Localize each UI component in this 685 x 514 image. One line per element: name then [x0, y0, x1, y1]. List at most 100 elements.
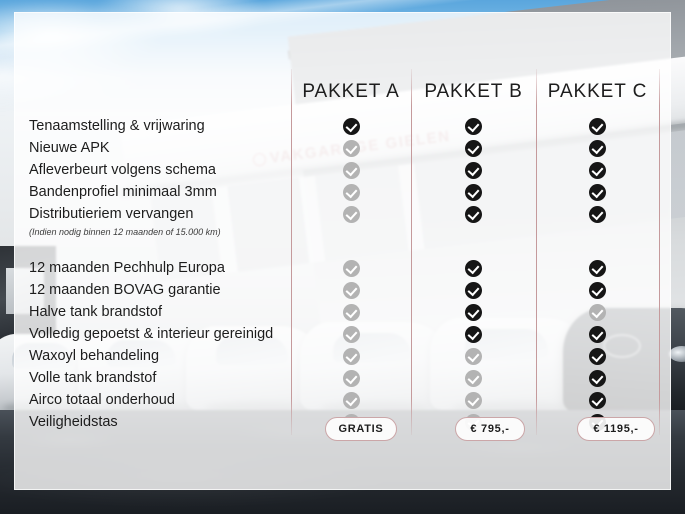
check-cell [411, 115, 536, 137]
check-cell [411, 241, 536, 257]
check-cell [411, 345, 536, 367]
price-row: GRATIS € 795,- € 1195,- [15, 417, 672, 447]
price-button-pakket-a[interactable]: GRATIS [325, 417, 397, 441]
check-cell [536, 323, 659, 345]
check-included-icon [589, 205, 606, 223]
check-cell [536, 137, 659, 159]
check-cell [536, 279, 659, 301]
check-cell [291, 257, 411, 279]
column-divider [659, 69, 660, 435]
check-excluded-icon [465, 391, 482, 409]
check-cell [291, 181, 411, 203]
check-cell [291, 241, 411, 257]
check-excluded-icon [342, 347, 360, 365]
check-excluded-icon [342, 259, 360, 277]
check-cell [536, 367, 659, 389]
check-excluded-icon [465, 347, 482, 365]
price-button-pakket-b[interactable]: € 795,- [455, 417, 525, 441]
feature-label: Veiligheidstas [29, 414, 118, 430]
column-header-row: PAKKET A PAKKET B PAKKET C [15, 81, 672, 111]
price-button-pakket-c[interactable]: € 1195,- [577, 417, 655, 441]
check-included-icon [342, 117, 360, 135]
check-cell [411, 181, 536, 203]
check-included-icon [589, 259, 606, 277]
check-included-icon [465, 139, 482, 157]
check-cell [411, 323, 536, 345]
feature-label: Afleverbeurt volgens schema [29, 162, 216, 178]
check-excluded-icon [342, 281, 360, 299]
check-cell [411, 137, 536, 159]
check-included-icon [465, 161, 482, 179]
column-header-pakket-a: PAKKET A [302, 81, 400, 102]
check-cell [411, 279, 536, 301]
check-cell [536, 181, 659, 203]
check-included-icon [465, 303, 482, 321]
check-excluded-icon [342, 325, 360, 343]
check-cell [536, 225, 659, 241]
check-included-icon [589, 139, 606, 157]
feature-label: Airco totaal onderhoud [29, 392, 175, 408]
check-cell [411, 257, 536, 279]
check-cell [291, 389, 411, 411]
check-included-icon [465, 325, 482, 343]
check-cell [536, 389, 659, 411]
check-excluded-icon [342, 183, 360, 201]
check-cell [536, 115, 659, 137]
check-excluded-icon [342, 303, 360, 321]
check-included-icon [589, 183, 606, 201]
pricing-panel: PAKKET A PAKKET B PAKKET C Tenaamstellin… [14, 12, 671, 490]
feature-label: Nieuwe APK [29, 140, 110, 156]
check-column-pakket-b [411, 115, 536, 433]
check-cell [536, 301, 659, 323]
column-header-pakket-c: PAKKET C [547, 81, 648, 102]
feature-label: Halve tank brandstof [29, 304, 162, 320]
check-cell [411, 159, 536, 181]
check-cell [291, 159, 411, 181]
check-cell [536, 159, 659, 181]
check-included-icon [465, 183, 482, 201]
check-excluded-icon [342, 369, 360, 387]
check-included-icon [589, 347, 606, 365]
check-excluded-icon [589, 303, 606, 321]
feature-label: Distributieriem vervangen [29, 206, 194, 222]
check-included-icon [589, 369, 606, 387]
check-cell [411, 301, 536, 323]
check-cell [291, 301, 411, 323]
check-included-icon [589, 391, 606, 409]
check-cell [291, 115, 411, 137]
check-included-icon [589, 161, 606, 179]
check-cell [411, 225, 536, 241]
column-divider [536, 69, 537, 435]
column-header-pakket-b: PAKKET B [424, 81, 523, 102]
check-included-icon [465, 259, 482, 277]
feature-label: Waxoyl behandeling [29, 348, 160, 364]
check-included-icon [589, 117, 606, 135]
check-excluded-icon [342, 139, 360, 157]
check-cell [291, 203, 411, 225]
feature-label: Bandenprofiel minimaal 3mm [29, 184, 217, 200]
feature-label: 12 maanden BOVAG garantie [29, 282, 221, 298]
feature-label-list: Tenaamstelling & vrijwaring Nieuwe APK A… [29, 115, 291, 433]
feature-footnote: (Indien nodig binnen 12 maanden of 15.00… [29, 227, 221, 237]
check-included-icon [589, 281, 606, 299]
check-cell [411, 367, 536, 389]
check-cell [291, 345, 411, 367]
check-excluded-icon [342, 391, 360, 409]
feature-label: Volle tank brandstof [29, 370, 157, 386]
check-cell [291, 279, 411, 301]
check-cell [536, 257, 659, 279]
check-excluded-icon [342, 161, 360, 179]
check-cell [291, 323, 411, 345]
check-excluded-icon [465, 369, 482, 387]
check-column-pakket-c [536, 115, 659, 433]
check-cell [411, 203, 536, 225]
check-cell [291, 225, 411, 241]
check-included-icon [465, 117, 482, 135]
check-excluded-icon [342, 205, 360, 223]
check-cell [291, 137, 411, 159]
feature-label: Volledig gepoetst & interieur gereinigd [29, 326, 274, 342]
check-included-icon [465, 205, 482, 223]
check-included-icon [589, 325, 606, 343]
check-column-pakket-a [291, 115, 411, 433]
